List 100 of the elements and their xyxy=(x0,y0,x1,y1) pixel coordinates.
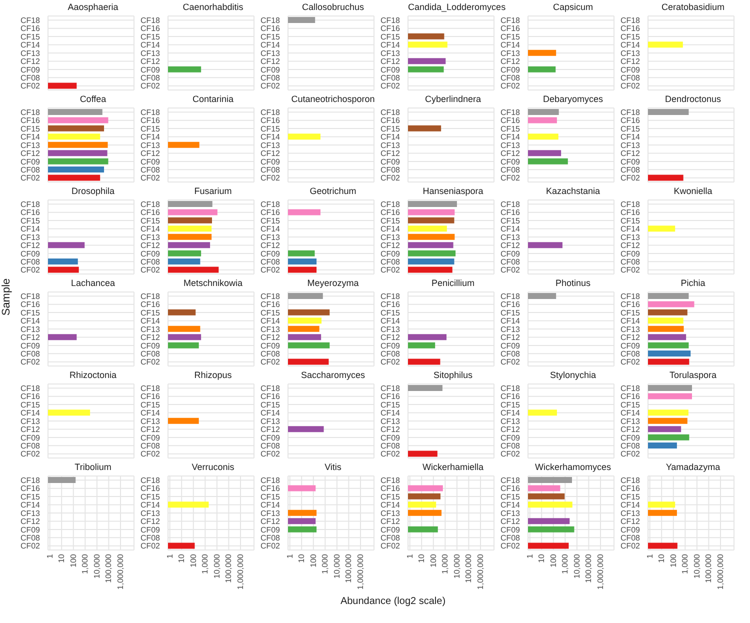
y-tick-label: CF14 xyxy=(20,132,41,142)
y-tick-label: CF09 xyxy=(20,341,41,350)
chart-title: Kwoniella xyxy=(672,185,714,198)
y-tick-label: CF13 xyxy=(620,48,641,58)
y-tick-label: CF08 xyxy=(380,258,401,267)
y-tick-label: CF02 xyxy=(140,358,161,367)
chart-title: Vitis xyxy=(324,461,342,474)
y-tick-label: CF15 xyxy=(620,216,641,226)
y-tick-label: CF09 xyxy=(260,433,281,442)
y-tick-label: CF13 xyxy=(620,232,641,242)
y-tick-label: CF09 xyxy=(380,433,401,442)
y-tick-label: CF02 xyxy=(500,450,521,459)
y-tick-label: CF16 xyxy=(380,392,401,402)
y-tick-label: CF08 xyxy=(500,74,521,83)
x-tick-label: 1,000,000 xyxy=(236,553,245,590)
y-tick-label: CF16 xyxy=(20,484,41,494)
y-tick-label: CF16 xyxy=(500,300,521,310)
y-tick-label: CF12 xyxy=(500,241,521,250)
y-tick-label: CF15 xyxy=(260,124,281,134)
y-tick-label: CF02 xyxy=(260,174,281,183)
y-tick-label: CF14 xyxy=(380,224,401,234)
y-tick-label: CF09 xyxy=(140,341,161,350)
y-tick-label: CF13 xyxy=(20,508,41,518)
y-tick-label: CF08 xyxy=(140,258,161,267)
y-tick-label: CF12 xyxy=(20,425,41,434)
y-tick-label: CF12 xyxy=(140,149,161,158)
y-tick-label: CF18 xyxy=(140,292,161,301)
y-tick-label: CF16 xyxy=(620,24,641,34)
y-tick-label: CF02 xyxy=(500,358,521,367)
y-tick-label: CF13 xyxy=(20,48,41,58)
y-tick-label: CF08 xyxy=(380,74,401,83)
y-tick-label: CF18 xyxy=(260,476,281,485)
x-tick-label: 1 xyxy=(525,553,534,558)
y-tick-label: CF09 xyxy=(500,249,521,258)
y-tick-label: CF18 xyxy=(20,476,41,485)
y-tick-label: CF16 xyxy=(260,300,281,310)
x-tick-label: 100 xyxy=(668,553,678,568)
y-tick-label: CF02 xyxy=(620,358,641,367)
y-tick-label: CF09 xyxy=(620,341,641,350)
y-tick-label: CF14 xyxy=(380,132,401,142)
y-tick-label: CF02 xyxy=(380,542,401,551)
y-tick-label: CF09 xyxy=(140,525,161,534)
y-tick-label: CF12 xyxy=(500,517,521,526)
y-tick-label: CF12 xyxy=(20,241,41,250)
x-tick-label: 10,000 xyxy=(692,553,702,578)
y-tick-label: CF12 xyxy=(380,333,401,342)
y-tick-label: CF16 xyxy=(500,116,521,126)
y-tick-label: CF16 xyxy=(140,24,161,34)
y-tick-label: CF12 xyxy=(500,57,521,66)
y-tick-label: CF16 xyxy=(20,24,41,34)
x-tick-label: 10,000 xyxy=(452,553,462,578)
y-tick-label: CF14 xyxy=(20,500,41,510)
y-tick-label: CF15 xyxy=(260,216,281,226)
x-tick-label: 1,000 xyxy=(320,553,330,574)
y-tick-label: CF02 xyxy=(260,358,281,367)
y-tick-label: CF08 xyxy=(260,350,281,359)
y-tick-label: CF15 xyxy=(500,492,521,502)
y-tick-label: CF15 xyxy=(260,400,281,410)
y-tick-label: CF12 xyxy=(380,241,401,250)
y-tick-label: CF09 xyxy=(500,341,521,350)
y-tick-label: CF15 xyxy=(620,492,641,502)
chart-title: Capsicum xyxy=(552,2,593,12)
y-tick-label: CF02 xyxy=(500,542,521,551)
y-tick-label: CF09 xyxy=(260,249,281,258)
y-tick-label: CF14 xyxy=(140,408,161,418)
y-tick-label: CF09 xyxy=(140,65,161,74)
y-tick-label: CF08 xyxy=(20,74,41,83)
x-tick-label: 100,000 xyxy=(704,553,714,583)
y-tick-label: CF02 xyxy=(620,450,641,459)
chart-title: Dendroctonus xyxy=(664,93,722,106)
y-tick-label: CF02 xyxy=(260,542,281,551)
y-tick-label: CF09 xyxy=(20,157,41,166)
y-tick-label: CF18 xyxy=(620,384,641,393)
chart-title: Hanseniaspora xyxy=(422,185,484,198)
y-tick-label: CF14 xyxy=(500,132,521,142)
y-tick-label: CF16 xyxy=(620,116,641,126)
y-tick-label: CF08 xyxy=(500,350,521,359)
y-tick-label: CF02 xyxy=(140,450,161,459)
y-tick-label: CF15 xyxy=(380,124,401,134)
y-tick-label: CF08 xyxy=(500,534,521,543)
y-tick-label: CF18 xyxy=(140,16,161,25)
y-tick-label: CF18 xyxy=(500,384,521,393)
y-tick-label: CF09 xyxy=(380,157,401,166)
y-tick-label: CF08 xyxy=(20,350,41,359)
chart-title: Verruconis xyxy=(190,461,236,474)
y-tick-label: CF12 xyxy=(620,241,641,250)
y-tick-label: CF09 xyxy=(140,157,161,166)
y-tick-label: CF13 xyxy=(620,140,641,150)
y-tick-label: CF14 xyxy=(500,316,521,326)
y-tick-label: CF12 xyxy=(20,149,41,158)
y-tick-label: CF15 xyxy=(260,32,281,42)
y-tick-label: CF09 xyxy=(260,157,281,166)
y-tick-label: CF15 xyxy=(140,124,161,134)
x-tick-label: 100 xyxy=(308,553,318,568)
chart-title: Wickerhamomyces xyxy=(534,461,612,474)
y-tick-label: CF08 xyxy=(140,74,161,83)
chart-title: Callosobruchus xyxy=(300,1,366,14)
y-tick-label: CF09 xyxy=(620,433,641,442)
y-tick-label: CF13 xyxy=(620,416,641,426)
y-tick-label: CF12 xyxy=(20,333,41,342)
